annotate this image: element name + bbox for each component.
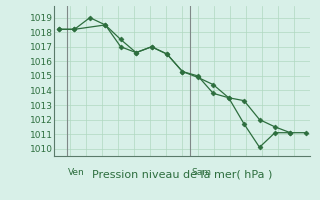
Text: Sam: Sam [191,168,212,177]
X-axis label: Pression niveau de la mer( hPa ): Pression niveau de la mer( hPa ) [92,170,273,180]
Text: Ven: Ven [68,168,85,177]
